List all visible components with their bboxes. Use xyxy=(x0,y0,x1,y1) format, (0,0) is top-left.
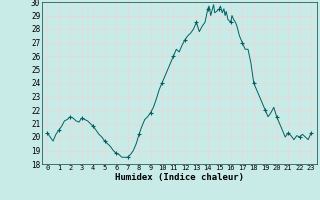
X-axis label: Humidex (Indice chaleur): Humidex (Indice chaleur) xyxy=(115,173,244,182)
